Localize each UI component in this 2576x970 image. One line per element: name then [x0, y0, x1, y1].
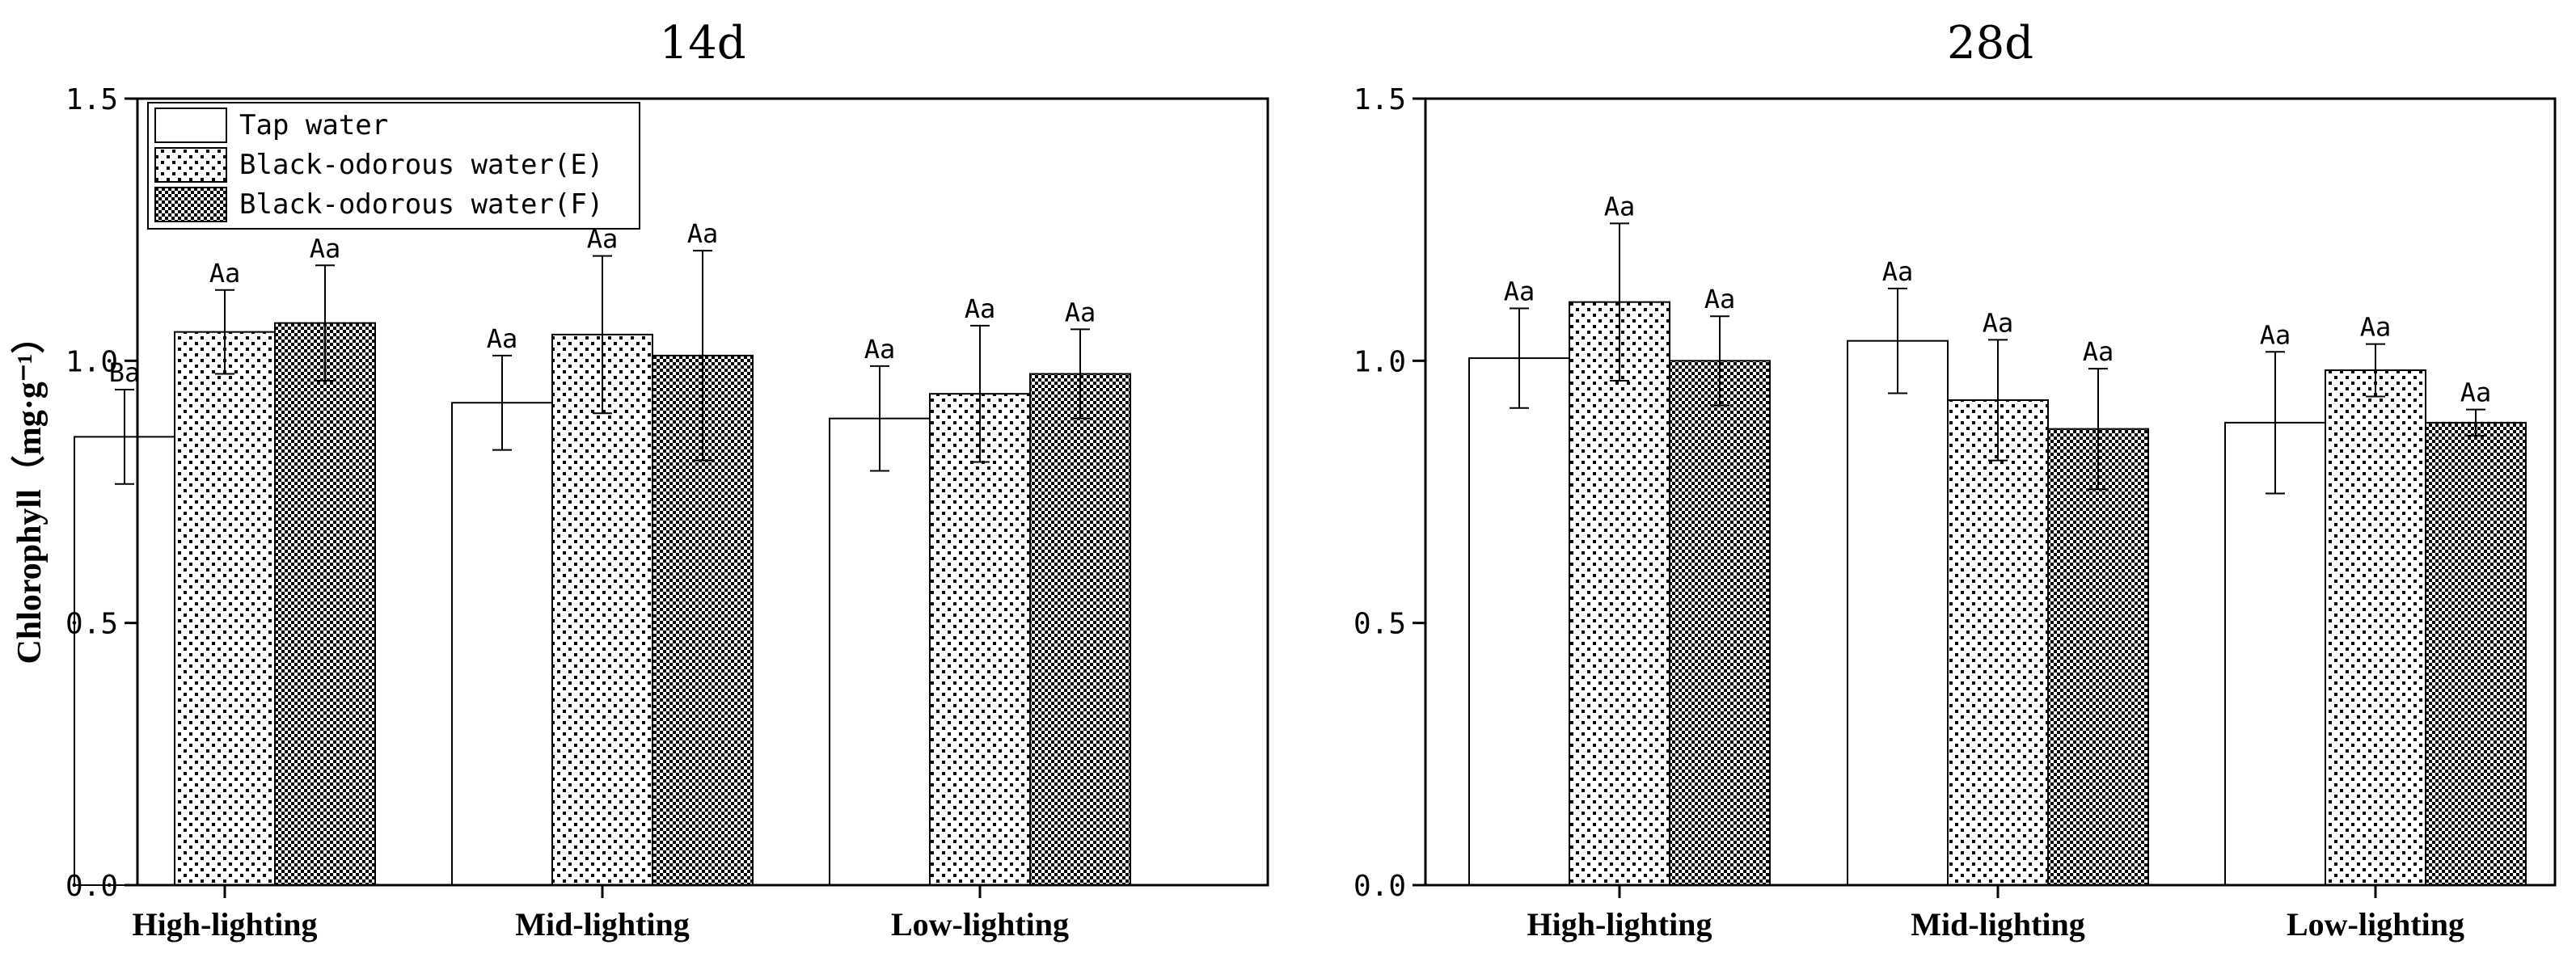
significance-label: Aa	[1065, 297, 1096, 327]
legend-entry: Tap water	[239, 109, 388, 141]
y-tick-label: 1.5	[1353, 83, 1406, 116]
legend-swatch-dots	[154, 147, 227, 183]
x-tick-label: High-lighting	[1527, 906, 1712, 943]
bar-white-0	[1468, 357, 1570, 886]
legend-swatch-white	[154, 108, 227, 143]
bar-white-1	[1847, 340, 1949, 886]
significance-label: Aa	[687, 218, 719, 249]
significance-label: Aa	[1704, 284, 1736, 314]
chart-title: 14d	[659, 17, 745, 70]
bar-dots-0	[174, 331, 276, 886]
bar-white-0	[74, 436, 175, 886]
x-tick-label: Mid-lighting	[515, 906, 690, 943]
significance-label: Aa	[965, 293, 996, 324]
y-tick-label: 1.5	[65, 83, 118, 116]
significance-label: Aa	[310, 233, 341, 264]
x-tick-label: Mid-lighting	[1911, 906, 2085, 943]
bar-white-2	[829, 417, 931, 886]
significance-label: Aa	[2460, 377, 2492, 408]
significance-label: Ba	[109, 357, 141, 388]
y-tick-label: 0.0	[1353, 870, 1406, 903]
legend-entry: Black-odorous water(F)	[239, 188, 603, 221]
chart-panel-28d: 28d Aa Aa Aa Aa Aa Aa Aa Aa Aa 0.0 0.5 1.0 1.5 High-li…	[1353, 17, 2557, 943]
significance-label: Aa	[1504, 276, 1535, 306]
significance-label: Aa	[2260, 319, 2291, 350]
legend: Tap water Black-odorous water(E) Black-odo…	[147, 102, 640, 230]
bar-white-1	[451, 402, 553, 886]
y-tick-label: 0.0	[65, 870, 118, 903]
chart-title: 28d	[1947, 17, 2033, 70]
y-tick-label: 1.0	[65, 345, 118, 378]
plot-frame	[1424, 97, 2557, 887]
significance-label: Aa	[864, 334, 896, 365]
bar-checker-1	[2047, 428, 2149, 886]
significance-label: Aa	[209, 258, 241, 289]
bar-checker-0	[1669, 360, 1771, 887]
significance-label: Aa	[2360, 312, 2392, 343]
legend-box	[147, 102, 640, 230]
bar-dots-2	[929, 393, 1031, 886]
bar-dots-1	[551, 333, 653, 886]
significance-label: Aa	[1604, 191, 1636, 221]
significance-label: Aa	[487, 323, 518, 354]
y-axis-label: Chlorophyll（mg·g⁻¹）	[11, 319, 49, 664]
y-tick-label: 0.5	[1353, 608, 1406, 641]
x-tick-label: High-lighting	[133, 906, 318, 943]
x-tick-label: Low-lighting	[891, 906, 1069, 943]
bar-checker-2	[2425, 421, 2527, 886]
significance-label: Aa	[1882, 256, 1914, 287]
bar-checker-2	[1029, 373, 1131, 886]
legend-entry: Black-odorous water(E)	[239, 149, 603, 181]
bar-dots-2	[2325, 369, 2426, 886]
bar-checker-0	[274, 322, 376, 886]
y-tick-label: 0.5	[65, 608, 118, 641]
bar-dots-0	[1569, 301, 1670, 886]
legend-swatch-checker	[154, 187, 227, 222]
bar-dots-1	[1947, 399, 2049, 886]
plot-frame	[136, 97, 1269, 887]
significance-label: Aa	[2083, 336, 2114, 367]
y-tick-label: 1.0	[1353, 345, 1406, 378]
x-tick-label: Low-lighting	[2287, 906, 2464, 943]
significance-label: Aa	[1983, 307, 2014, 338]
